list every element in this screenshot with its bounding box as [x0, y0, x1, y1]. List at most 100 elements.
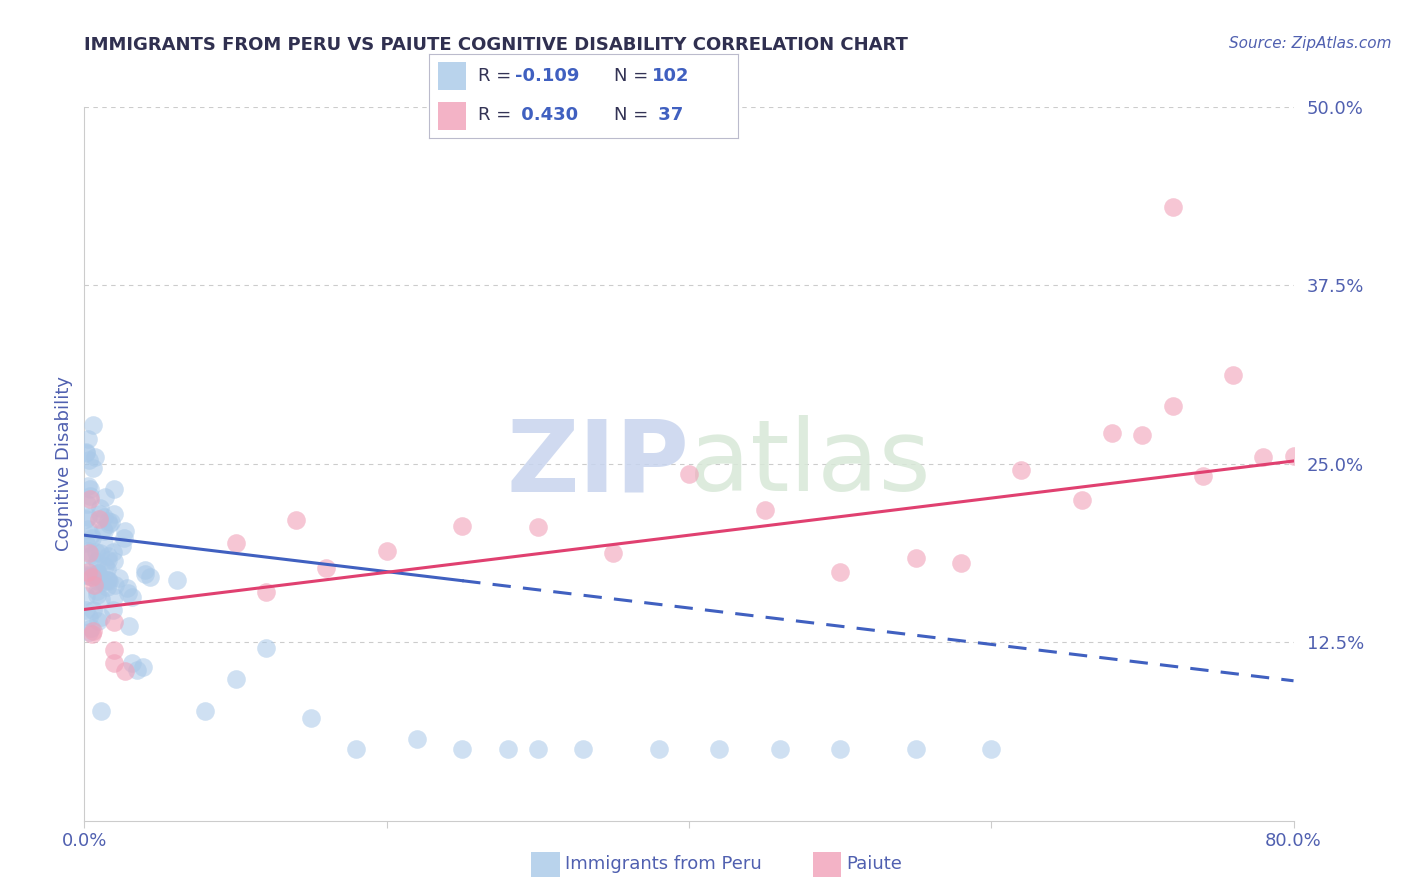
Point [96, 573, 118, 587]
Point [94, 558, 117, 573]
Point [89, 508, 111, 522]
Point [406, 732, 429, 747]
Point [830, 565, 852, 579]
Point [254, 585, 277, 599]
Point [89, 546, 111, 560]
Point [87, 614, 110, 628]
Point [82, 561, 104, 575]
Point [100, 515, 122, 529]
Point [904, 551, 927, 566]
Point [75, 536, 97, 550]
Point [76, 568, 98, 582]
Point [980, 742, 1002, 756]
Point [111, 539, 134, 553]
Text: R =: R = [478, 106, 517, 124]
Point [709, 742, 731, 756]
Text: Source: ZipAtlas.com: Source: ZipAtlas.com [1229, 36, 1392, 51]
Point [84, 568, 107, 582]
Point [87, 512, 110, 526]
Point [769, 742, 792, 756]
Point [86, 554, 108, 568]
Point [526, 519, 548, 533]
Point [194, 704, 217, 718]
Point [1071, 493, 1094, 508]
Point [87, 566, 110, 581]
Point [103, 554, 125, 568]
Point [82, 570, 104, 584]
Point [82, 624, 104, 638]
Point [98, 516, 121, 531]
Point [82, 626, 104, 640]
Point [80, 528, 103, 542]
Point [96, 562, 118, 576]
Point [79, 489, 101, 503]
Text: Immigrants from Peru: Immigrants from Peru [565, 855, 762, 873]
Point [96, 549, 118, 563]
Point [904, 742, 927, 756]
Point [950, 556, 973, 570]
Point [132, 659, 155, 673]
Point [103, 615, 125, 630]
Point [299, 711, 322, 725]
Point [80, 548, 103, 562]
Point [86, 583, 108, 598]
Point [1251, 450, 1274, 465]
Point [75, 445, 97, 459]
Point [90, 592, 112, 607]
Point [1372, 408, 1395, 422]
Point [103, 507, 125, 521]
Point [79, 569, 101, 583]
Point [346, 742, 368, 756]
Point [97, 514, 120, 528]
Point [77, 625, 100, 640]
Point [82, 461, 104, 475]
Point [89, 500, 111, 515]
Point [103, 482, 125, 496]
Point [83, 577, 105, 591]
Point [121, 590, 143, 604]
Point [93, 537, 115, 551]
Point [1222, 368, 1244, 382]
Point [1161, 399, 1184, 413]
Point [647, 742, 671, 756]
Text: 0.430: 0.430 [516, 106, 578, 124]
Text: R =: R = [478, 67, 517, 85]
Point [678, 467, 700, 481]
Point [134, 563, 156, 577]
Point [315, 561, 337, 575]
Text: 37: 37 [651, 106, 683, 124]
Point [284, 513, 308, 527]
Point [451, 519, 474, 533]
Point [572, 742, 595, 756]
Bar [439, 102, 465, 130]
Point [83, 450, 105, 465]
Point [79, 492, 101, 507]
Point [96, 580, 118, 594]
Point [225, 672, 247, 686]
Y-axis label: Cognitive Disability: Cognitive Disability [55, 376, 73, 551]
Text: N =: N = [614, 67, 654, 85]
Point [75, 589, 97, 603]
Text: Paiute: Paiute [846, 855, 903, 873]
Point [77, 509, 100, 524]
Point [93, 524, 115, 539]
Point [84, 567, 107, 582]
Point [1010, 463, 1032, 477]
Point [1343, 411, 1365, 425]
Point [101, 545, 124, 559]
Point [98, 574, 121, 589]
Point [254, 640, 277, 655]
Bar [439, 62, 465, 90]
Point [77, 565, 100, 579]
Point [375, 544, 398, 558]
Point [91, 522, 114, 536]
Point [82, 418, 104, 433]
Point [77, 478, 100, 492]
Point [103, 656, 125, 670]
Point [104, 578, 127, 592]
Text: N =: N = [614, 106, 654, 124]
Point [526, 742, 548, 756]
Point [91, 575, 114, 590]
Point [86, 574, 108, 589]
Point [121, 657, 143, 671]
